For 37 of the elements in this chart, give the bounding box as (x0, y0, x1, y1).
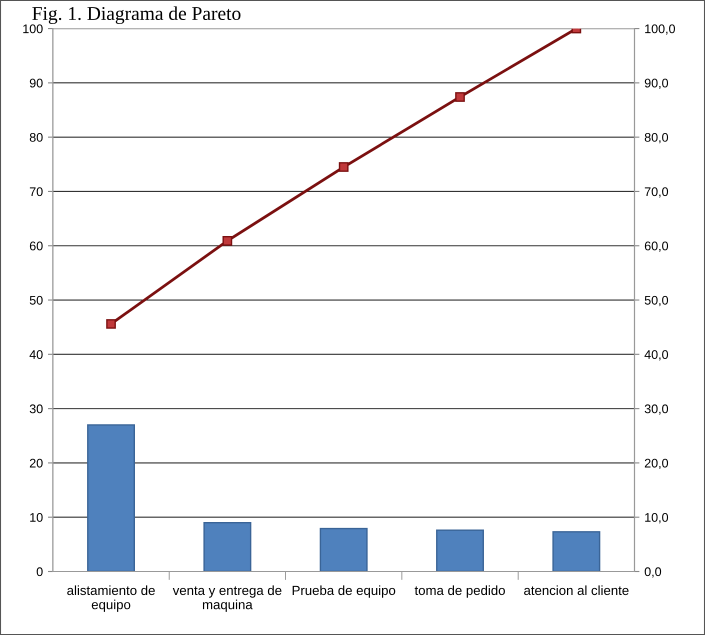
point (222, 236, 232, 246)
bar (203, 522, 252, 572)
x-tick-label: atencion al cliente (524, 585, 629, 596)
bar (87, 424, 135, 572)
y-tick-label: 20 (30, 458, 43, 468)
y-tick-label: 0 (36, 567, 43, 576)
y-tick-label: 90 (30, 78, 43, 88)
y2-tick-label: 10,0 (645, 513, 668, 524)
y2-tick-label: 70,0 (644, 187, 668, 198)
y2-tick-label: 40,0 (644, 350, 668, 360)
y-tick-label: 40 (30, 350, 43, 359)
point (455, 92, 465, 102)
x-tick-label: alistamiento de equipo (67, 585, 155, 612)
point (338, 162, 349, 172)
chart-title: Fig. 1. Diagrama de Pareto (32, 6, 240, 24)
y2-tick-label: 60,0 (644, 242, 668, 252)
y-tick-label: 60 (30, 242, 43, 250)
y-tick-label: 10 (30, 513, 43, 522)
x-tick-label: toma de pedido (414, 585, 505, 598)
y2-tick-label: 0,0 (644, 567, 662, 578)
y-tick-label: 30 (30, 404, 43, 414)
point (106, 319, 116, 329)
bar (552, 531, 600, 572)
y2-tick-label: 50,0 (644, 296, 668, 306)
y-tick-label: 50 (30, 296, 43, 305)
y2-tick-label: 100,0 (645, 24, 676, 35)
y2-tick-label: 20,0 (644, 458, 668, 470)
bar (320, 528, 368, 572)
y2-tick-label: 80,0 (644, 132, 668, 144)
y-tick-label: 100 (23, 24, 43, 34)
y-tick-label: 80 (30, 132, 43, 142)
y-tick-label: 70 (30, 187, 43, 196)
x-tick-label: venta y entrega de maquina (172, 585, 282, 612)
y2-tick-label: 90,0 (644, 78, 668, 89)
bar (436, 530, 484, 572)
x-tick-label: Prueba de equipo (292, 585, 396, 598)
y2-tick-label: 30,0 (644, 404, 668, 415)
